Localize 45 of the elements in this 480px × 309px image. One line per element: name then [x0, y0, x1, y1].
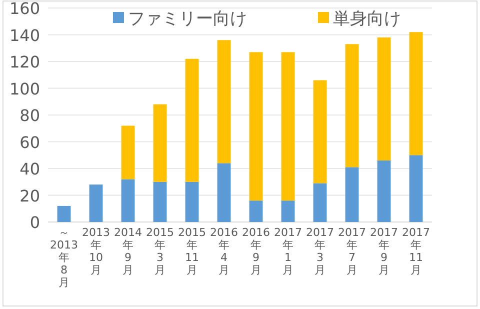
x-tick-label: 2017年7月	[338, 226, 366, 276]
x-tick-label: 2017年11月	[402, 226, 430, 276]
bar	[89, 184, 103, 222]
bar	[313, 183, 327, 222]
bar	[377, 160, 391, 222]
y-tick-label: 120	[9, 52, 40, 72]
x-tick-label: 2017年9月	[370, 226, 398, 276]
bar	[121, 126, 135, 180]
y-tick-label: 140	[9, 26, 40, 45]
x-tick-label: 2017年3月	[306, 226, 334, 276]
y-tick-label: 60	[20, 132, 40, 152]
bar	[281, 200, 295, 222]
x-tick-label: 2016年9月	[242, 226, 270, 276]
bar	[217, 163, 231, 222]
x-tick-label: ～2013年8月	[50, 226, 78, 289]
x-tick-label: 2015年3月	[146, 226, 174, 276]
legend-label: ファミリー向け	[128, 9, 247, 29]
bar	[313, 80, 327, 184]
y-tick-label: 0	[30, 213, 40, 232]
bar	[409, 155, 423, 222]
y-tick-label: 40	[20, 160, 40, 178]
x-tick-label: 2015年11月	[178, 226, 206, 276]
bar	[345, 44, 359, 168]
bar	[153, 104, 167, 182]
bar	[121, 179, 135, 222]
bar	[281, 52, 295, 201]
y-tick-label: 80	[20, 106, 40, 125]
bar	[153, 182, 167, 222]
bar	[185, 182, 199, 222]
x-tick-label: 2013年10月	[82, 226, 110, 276]
x-tick-label: 2014年9月	[114, 226, 142, 276]
bar	[345, 167, 359, 222]
y-tick-label: 100	[9, 79, 40, 98]
bar	[249, 52, 263, 201]
bar	[409, 32, 423, 156]
legend-label: 単身向け	[333, 9, 401, 29]
y-tick-label: 20	[20, 186, 40, 206]
bar	[185, 58, 199, 182]
x-tick-label: 2016年4月	[210, 226, 238, 276]
bar	[377, 37, 391, 160]
bar	[57, 206, 71, 222]
bar	[217, 40, 231, 164]
bar	[249, 200, 263, 222]
x-tick-label: 2017年1月	[274, 226, 302, 276]
y-tick-label: 160	[9, 0, 40, 18]
